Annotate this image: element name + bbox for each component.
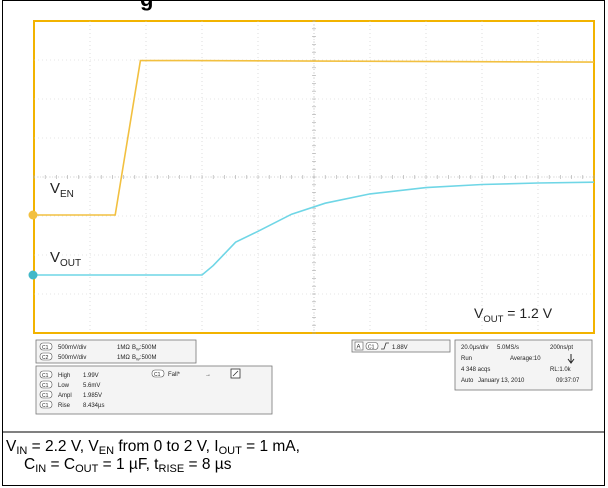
meas-channel-tag bbox=[39, 380, 53, 389]
svg-text:A: A bbox=[357, 345, 361, 351]
svg-text:20.0µs/div: 20.0µs/div bbox=[461, 345, 488, 351]
meas-channel-tag-text: C1 bbox=[42, 383, 49, 389]
ch2-marker bbox=[28, 270, 38, 280]
caption-line-1: VIN = 2.2 V, VEN from 0 to 2 V, IOUT = 1… bbox=[6, 438, 300, 457]
svg-text:BW:500M: BW:500M bbox=[132, 355, 156, 362]
svg-text:500mV/div: 500mV/div bbox=[58, 345, 86, 351]
meas-channel-tag bbox=[39, 390, 53, 399]
meas-label: Rise bbox=[58, 403, 71, 409]
trace-v-out bbox=[34, 181, 595, 276]
vout-value-annotation: VOUT = 1.2 V bbox=[474, 305, 553, 325]
svg-text:500mV/div: 500mV/div bbox=[58, 355, 86, 361]
vout-annotation: VOUT bbox=[50, 249, 81, 269]
ch1-marker bbox=[28, 210, 38, 220]
meas-value: 5.6mV bbox=[83, 383, 100, 389]
meas-label: High bbox=[58, 373, 70, 379]
svg-text:→: → bbox=[205, 372, 211, 378]
svg-text:5.0MS/s: 5.0MS/s bbox=[497, 345, 519, 351]
svg-text:C1: C1 bbox=[42, 345, 49, 351]
svg-text:January 13, 2010: January 13, 2010 bbox=[478, 378, 525, 384]
trigger-panel: A C1 1.88V bbox=[351, 339, 451, 353]
channel-scale-panel: C1 500mV/div 1MΩ BW:500M C2 500mV/div 1M… bbox=[35, 339, 197, 364]
svg-text:09:37:07: 09:37:07 bbox=[556, 378, 580, 384]
svg-text:C1: C1 bbox=[154, 372, 161, 378]
meas-label: Low bbox=[58, 383, 70, 389]
meas-value: 8.434µs bbox=[83, 403, 104, 409]
svg-text:1MΩ: 1MΩ bbox=[117, 345, 130, 351]
svg-text:C2: C2 bbox=[42, 355, 49, 361]
svg-text:200ns/pt: 200ns/pt bbox=[550, 345, 573, 351]
caption-line-2: CIN = COUT = 1 µF, tRISE = 8 µs bbox=[24, 456, 232, 475]
svg-text:C1: C1 bbox=[368, 345, 375, 351]
svg-text:4 348 acqs: 4 348 acqs bbox=[461, 367, 490, 373]
meas-label: Ampl bbox=[58, 393, 72, 399]
meas-value: 1.99V bbox=[83, 373, 99, 379]
meas-value: 1.985V bbox=[83, 393, 102, 399]
acquisition-panel: 20.0µs/div 5.0MS/s 200ns/pt Run Average:… bbox=[454, 339, 593, 391]
meas-channel-tag bbox=[39, 370, 53, 379]
trace-v-en bbox=[34, 59, 595, 216]
svg-text:BW:500M: BW:500M bbox=[132, 345, 156, 352]
svg-text:Auto: Auto bbox=[461, 378, 474, 384]
svg-text:RL:1.0k: RL:1.0k bbox=[550, 367, 572, 373]
meas-channel-tag-text: C1 bbox=[42, 373, 49, 379]
meas-channel-tag-text: C1 bbox=[42, 403, 49, 409]
svg-text:1MΩ: 1MΩ bbox=[117, 355, 130, 361]
measurement-panel: C1 High 1.99V C1 Low 5.6mV C1 Ampl 1.985V C1 Rise 8… bbox=[35, 365, 273, 415]
title-fragment: g bbox=[140, 0, 153, 12]
caption: VIN = 2.2 V, VEN from 0 to 2 V, IOUT = 1… bbox=[6, 438, 300, 475]
grid bbox=[33, 20, 595, 334]
svg-text:Run: Run bbox=[461, 356, 472, 362]
svg-text:1.88V: 1.88V bbox=[392, 345, 408, 351]
ven-annotation: VEN bbox=[50, 180, 74, 200]
meas-channel-tag-text: C1 bbox=[42, 393, 49, 399]
svg-text:Average:10: Average:10 bbox=[510, 356, 541, 362]
traces bbox=[34, 59, 595, 276]
meas-channel-tag bbox=[39, 400, 53, 409]
svg-text:Fall*: Fall* bbox=[168, 372, 181, 378]
